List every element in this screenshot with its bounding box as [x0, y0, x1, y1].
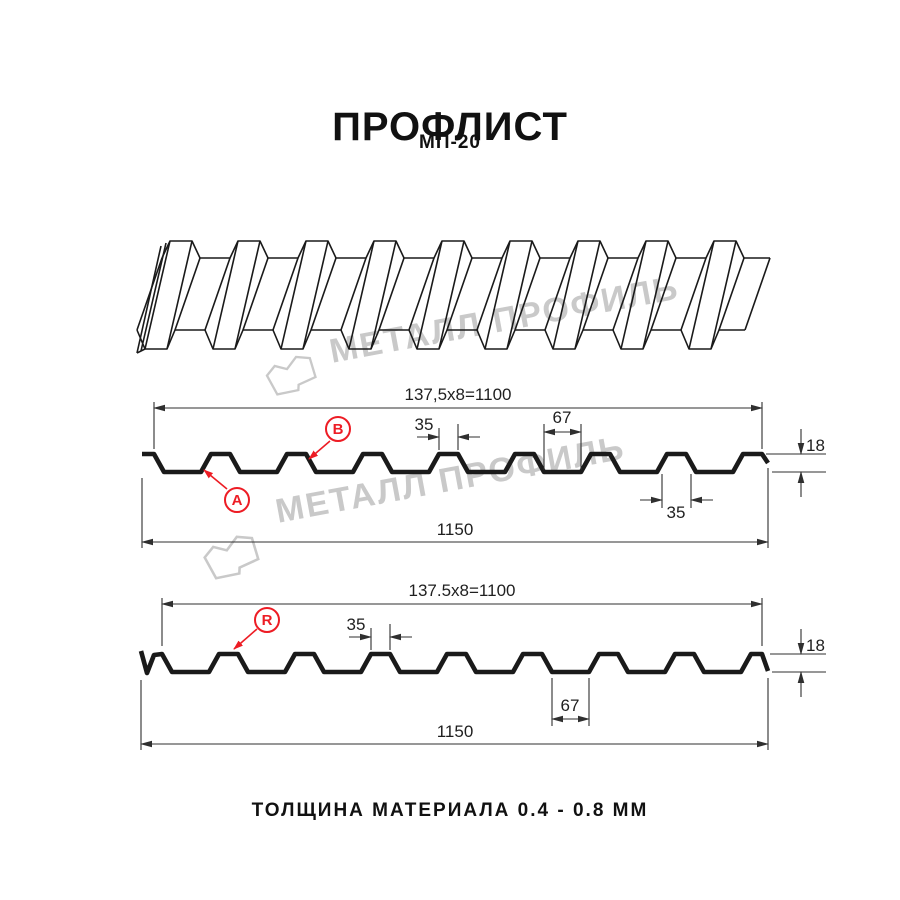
dim-overall-width-s1: 1150: [436, 520, 474, 539]
dim-overall-width-s2: 1150: [436, 722, 474, 741]
marker-side-a: A: [224, 487, 250, 513]
metal-profile-logo-watermark: [253, 333, 324, 401]
dim-crest-top-s1: 35: [414, 415, 434, 434]
dim-crest-bottom-s1: 35: [666, 503, 686, 522]
page-title: ПРОФЛИСТ: [332, 104, 568, 149]
marker-side-b: B: [325, 416, 351, 442]
sheet-3d-view: [136, 240, 771, 354]
dim-valley-s2: 67: [560, 696, 580, 715]
cross-section-side-ab: [141, 402, 826, 548]
dim-valley-s1: 67: [552, 408, 572, 427]
profile-model-subtitle: МП-20: [419, 132, 481, 153]
marker-leader-lines: [203, 440, 331, 650]
dim-height-s2: 18: [806, 636, 825, 655]
material-thickness-note: ТОЛЩИНА МАТЕРИАЛА 0.4 - 0.8 ММ: [251, 800, 649, 821]
metal-profile-logo-watermark: [189, 510, 269, 585]
dim-height-s1: 18: [806, 436, 825, 455]
marker-side-r: R: [254, 607, 280, 633]
cross-section-side-r: [138, 598, 826, 750]
dim-module-width-s1: 137,5x8=1100: [404, 385, 512, 404]
dim-crest-top-s2: 35: [346, 615, 366, 634]
dim-module-width-s2: 137.5x8=1100: [408, 581, 516, 600]
